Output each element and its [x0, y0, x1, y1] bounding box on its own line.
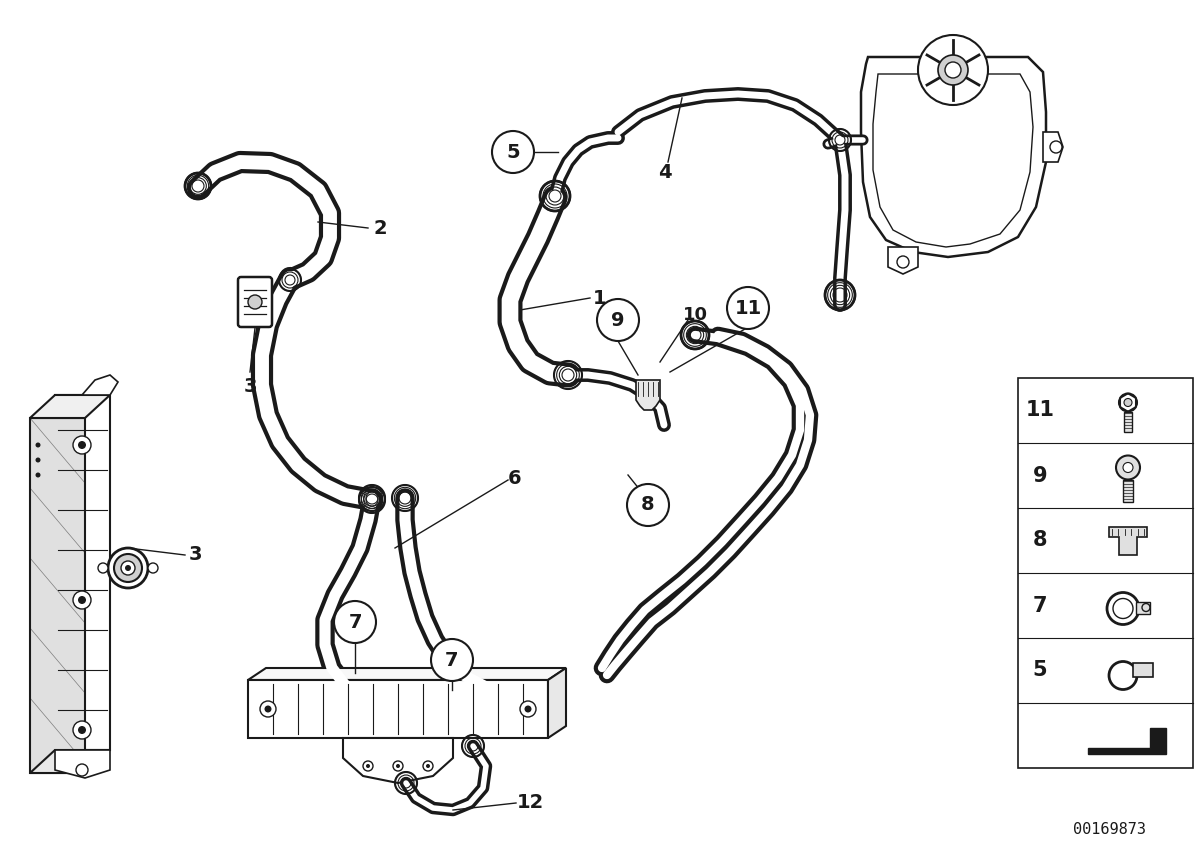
Circle shape: [248, 295, 262, 309]
Circle shape: [78, 726, 86, 734]
Text: 8: 8: [1033, 531, 1048, 550]
Circle shape: [598, 299, 640, 341]
Circle shape: [1123, 462, 1133, 472]
Text: 4: 4: [658, 163, 672, 181]
Circle shape: [121, 561, 134, 575]
Circle shape: [73, 721, 91, 739]
Polygon shape: [248, 668, 566, 680]
Circle shape: [1124, 399, 1132, 406]
Polygon shape: [55, 395, 110, 750]
Text: 8: 8: [641, 495, 655, 515]
Polygon shape: [30, 395, 110, 418]
Text: 5: 5: [506, 142, 520, 161]
Polygon shape: [30, 418, 85, 773]
Text: 3: 3: [188, 545, 202, 565]
Text: 9: 9: [611, 310, 625, 330]
Circle shape: [426, 764, 430, 768]
Circle shape: [1120, 393, 1138, 411]
Circle shape: [73, 436, 91, 454]
Polygon shape: [55, 750, 110, 778]
Circle shape: [36, 472, 41, 477]
Circle shape: [492, 131, 534, 173]
Circle shape: [394, 761, 403, 771]
Bar: [1123, 479, 1133, 501]
Polygon shape: [1109, 527, 1147, 555]
Polygon shape: [888, 247, 918, 274]
Bar: [1124, 411, 1132, 432]
Circle shape: [73, 591, 91, 609]
Polygon shape: [548, 668, 566, 738]
Circle shape: [36, 458, 41, 462]
Polygon shape: [82, 375, 118, 395]
Circle shape: [36, 443, 41, 448]
Circle shape: [946, 62, 961, 78]
Circle shape: [1116, 455, 1140, 479]
Text: 12: 12: [516, 794, 544, 812]
Bar: [1136, 601, 1150, 613]
Text: 00169873: 00169873: [1074, 823, 1146, 838]
Text: 6: 6: [508, 468, 522, 488]
Circle shape: [727, 287, 769, 329]
FancyBboxPatch shape: [238, 277, 272, 327]
Circle shape: [78, 441, 86, 449]
Text: 3: 3: [244, 377, 257, 397]
Text: 2: 2: [373, 219, 386, 237]
Text: 5: 5: [1033, 661, 1048, 680]
Polygon shape: [636, 380, 660, 410]
Circle shape: [520, 701, 536, 717]
Circle shape: [424, 761, 433, 771]
Text: 7: 7: [1033, 595, 1048, 616]
Circle shape: [125, 565, 131, 571]
Text: 11: 11: [734, 298, 762, 317]
Circle shape: [938, 55, 968, 85]
Circle shape: [264, 706, 271, 712]
Circle shape: [524, 706, 532, 712]
Circle shape: [918, 35, 988, 105]
Polygon shape: [343, 738, 454, 783]
Circle shape: [366, 764, 370, 768]
Circle shape: [108, 548, 148, 588]
Text: 7: 7: [445, 650, 458, 670]
Circle shape: [364, 761, 373, 771]
Bar: [1018, 378, 1193, 768]
Text: 1: 1: [593, 288, 607, 308]
Circle shape: [396, 764, 400, 768]
Circle shape: [334, 601, 376, 643]
Circle shape: [148, 563, 158, 573]
Circle shape: [98, 563, 108, 573]
Polygon shape: [1088, 728, 1166, 754]
Circle shape: [260, 701, 276, 717]
Circle shape: [431, 639, 473, 681]
Text: 9: 9: [1033, 466, 1048, 486]
Circle shape: [114, 554, 142, 582]
Circle shape: [628, 484, 670, 526]
Text: 11: 11: [1026, 400, 1055, 421]
Text: 10: 10: [683, 306, 708, 324]
Text: 7: 7: [348, 612, 361, 632]
Bar: [248, 680, 548, 738]
Polygon shape: [30, 750, 110, 773]
Polygon shape: [862, 57, 1046, 257]
Circle shape: [78, 596, 86, 604]
Polygon shape: [1043, 132, 1063, 162]
Bar: [1133, 662, 1153, 677]
